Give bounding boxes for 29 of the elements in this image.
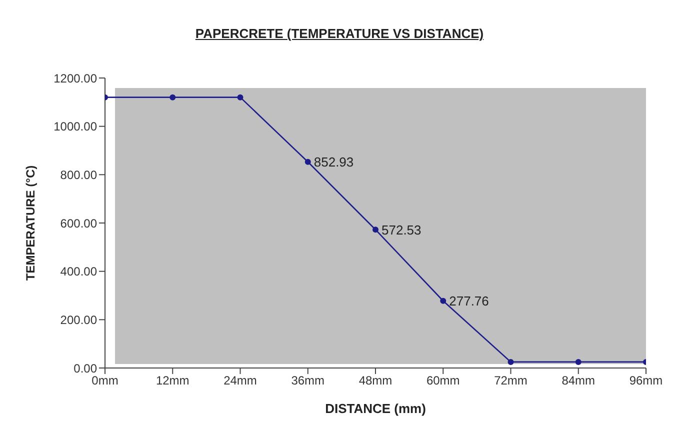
y-tick-label: 400.00 — [60, 264, 98, 279]
x-tick-label: 72mm — [494, 374, 528, 388]
x-axis-title: DISTANCE (mm) — [325, 401, 426, 416]
point — [440, 298, 446, 304]
chart-title: PAPERCRETE (TEMPERATURE VS DISTANCE) — [194, 26, 485, 41]
data-label: 852.93 — [314, 154, 354, 170]
point — [170, 94, 176, 100]
x-tick-label: 60mm — [426, 374, 460, 388]
data-label: 277.76 — [449, 293, 489, 308]
x-tick-label: 36mm — [291, 374, 325, 388]
y-axis-title: TEMPERATURE (°C) — [23, 165, 38, 281]
data-label: 572.53 — [382, 222, 422, 238]
y-tick-label: 0.00 — [74, 361, 98, 376]
point — [304, 158, 311, 165]
x-tick-label: 96mm — [629, 374, 663, 388]
point — [575, 358, 582, 365]
y-tick-label: 1200.00 — [54, 71, 98, 86]
point — [372, 226, 378, 233]
x-tick-label: 0mm — [92, 374, 118, 388]
point — [508, 358, 514, 365]
y-tick-label: 800.00 — [60, 168, 98, 182]
x-tick-label: 24mm — [224, 374, 257, 388]
x-tick-label: 84mm — [562, 374, 596, 388]
point — [237, 94, 244, 100]
y-tick-label: 1000.00 — [54, 120, 98, 134]
x-tick-label: 12mm — [156, 374, 190, 388]
y-tick-label: 200.00 — [60, 312, 98, 327]
y-tick-label: 600.00 — [60, 216, 98, 230]
x-tick-label: 48mm — [358, 374, 392, 388]
